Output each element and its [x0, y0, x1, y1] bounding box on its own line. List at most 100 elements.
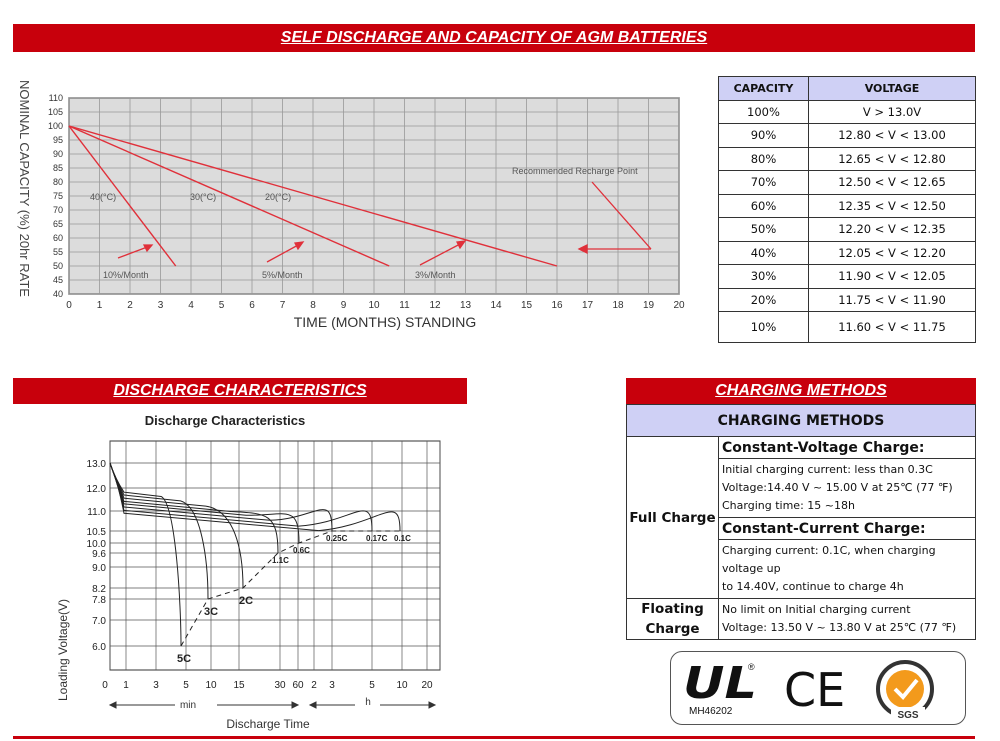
capacity-cell: 50%: [718, 217, 809, 242]
series-line: [68, 125, 390, 267]
x-tick-label: 1: [97, 300, 103, 311]
voltage-header: VOLTAGE: [808, 76, 976, 101]
discharge-y-ticks: 6.0 7.0 7.88.2 9.0 9.610.010.5 11.0 12.0 13.0: [87, 459, 107, 653]
x-tick-label: 11: [399, 300, 410, 311]
capacity-cell: 20%: [718, 287, 809, 312]
x-tick-label: 1: [123, 680, 129, 691]
x-tick-label: 17: [582, 300, 594, 311]
y-tick-label: 80: [53, 177, 63, 187]
voltage-cell: 11.75 < V < 11.90: [808, 287, 976, 312]
voltage-cell: V > 13.0V: [808, 99, 976, 124]
series-line: [68, 125, 558, 267]
y-tick-label: 9.6: [92, 549, 106, 560]
bottom-rule: [13, 736, 975, 739]
y-tick-label: 10.5: [87, 527, 107, 538]
self-discharge-x-ticks: 0 1 2 3 4 5 6 7 8 9 10 11 12 13 14 15 16 17 18 19 20: [66, 300, 685, 311]
y-tick-label: 9.0: [92, 563, 106, 574]
table-row: 10% 11.60 < V < 11.75: [718, 311, 976, 343]
y-tick-label: 10.0: [87, 539, 107, 550]
y-tick-label: 90: [53, 149, 63, 159]
y-tick-label: 11.0: [87, 507, 106, 518]
x-tick-label: 15: [521, 300, 533, 311]
y-tick-label: 7.8: [92, 595, 106, 606]
y-tick-label: 50: [53, 261, 63, 271]
table-row: 40% 12.05 < V < 12.20: [718, 240, 976, 265]
x-tick-label: 4: [188, 300, 194, 311]
y-tick-label: 110: [49, 93, 63, 103]
voltage-cell: 12.80 < V < 13.00: [808, 123, 976, 148]
certification-logos: UL ® MH46202 CE SGS: [683, 658, 934, 721]
self-discharge-y-label: NOMINAL CAPACITY (%) 20hr RATE: [17, 80, 32, 297]
charging-methods-table: CHARGING METHODS Full Charge Constant-Vo…: [626, 404, 976, 640]
table-row: 50% 12.20 < V < 12.35: [718, 217, 976, 242]
y-tick-label: 105: [48, 107, 63, 117]
capacity-header: CAPACITY: [718, 76, 809, 101]
capacity-cell: 60%: [718, 193, 809, 218]
floating-charge-details: No limit on Initial charging current Vol…: [718, 598, 976, 640]
x-tick-label: 2: [311, 680, 317, 691]
floating-line: Voltage: 13.50 V ~ 13.80 V at 25℃ (77 ℉): [722, 621, 957, 634]
y-tick-label: 60: [53, 233, 63, 243]
x-tick-label: 3: [329, 680, 335, 691]
svg-text:SGS: SGS: [897, 710, 918, 721]
floating-line: No limit on Initial charging current: [722, 603, 911, 616]
capacity-cell: 30%: [718, 264, 809, 289]
x-tick-label: 6: [249, 300, 255, 311]
capacity-cell: 10%: [718, 311, 809, 343]
voltage-cell: 11.90 < V < 12.05: [808, 264, 976, 289]
x-tick-label: 5: [183, 680, 189, 691]
minutes-unit-label: min: [180, 700, 196, 711]
y-tick-label: 75: [53, 191, 63, 201]
cc-line: Charging current: 0.1C, when charging vo…: [722, 544, 936, 575]
x-tick-label: 20: [421, 680, 433, 691]
x-tick-label: 7: [280, 300, 286, 311]
x-tick-label: 0: [66, 300, 72, 311]
x-tick-label: 60: [292, 680, 304, 691]
floating-label-line: Charge: [645, 621, 700, 637]
x-tick-label: 9: [341, 300, 347, 311]
x-tick-label: 2: [127, 300, 133, 311]
discharge-curves: [109, 462, 401, 647]
voltage-cell: 12.65 < V < 12.80: [808, 146, 976, 171]
capacity-cell: 100%: [718, 99, 809, 124]
voltage-cell: 12.35 < V < 12.50: [808, 193, 976, 218]
series-line: [68, 125, 177, 267]
charging-table-header: CHARGING METHODS: [626, 404, 976, 437]
self-discharge-x-label: TIME (MONTHS) STANDING: [294, 314, 477, 330]
y-tick-label: 7.0: [92, 616, 106, 627]
charging-banner: CHARGING METHODS: [626, 378, 976, 404]
table-row: Initial charging current: less than 0.3C…: [627, 458, 976, 518]
table-row: 80% 12.65 < V < 12.80: [718, 146, 976, 171]
cv-line: Initial charging current: less than 0.3C: [722, 463, 933, 476]
discharge-curve: [109, 462, 401, 532]
series-label-20c: 20(°C): [265, 192, 291, 202]
ul-registered-mark: ®: [748, 662, 755, 672]
curve-label: 0.25C: [326, 534, 348, 543]
x-tick-label: 18: [612, 300, 624, 311]
x-tick-label: 16: [551, 300, 563, 311]
constant-current-details: Charging current: 0.1C, when charging vo…: [718, 539, 976, 599]
y-tick-label: 45: [53, 275, 63, 285]
self-discharge-banner: SELF DISCHARGE AND CAPACITY OF AGM BATTE…: [13, 24, 975, 52]
table-row: 100% V > 13.0V: [718, 99, 976, 124]
rate-label-10pct: 10%/Month: [103, 270, 149, 280]
certifications-box: UL ® MH46202 CE SGS: [670, 651, 966, 725]
self-discharge-series: [68, 125, 558, 267]
x-tick-label: 13: [460, 300, 472, 311]
discharge-chart-title: Discharge Characteristics: [145, 413, 305, 428]
curve-label: 3C: [204, 606, 218, 618]
capacity-table-header-row: CAPACITY VOLTAGE: [718, 76, 976, 101]
voltage-cell: 12.50 < V < 12.65: [808, 170, 976, 195]
x-tick-label: 3: [153, 680, 159, 691]
cv-line: Charging time: 15 ~18h: [722, 499, 855, 512]
y-tick-label: 85: [53, 163, 63, 173]
capacity-cell: 80%: [718, 146, 809, 171]
annotation-arrows: [117, 181, 652, 266]
self-discharge-grid: [68, 97, 680, 295]
sgs-logo: SGS: [876, 660, 934, 721]
x-tick-label: 5: [369, 680, 375, 691]
discharge-banner: DISCHARGE CHARACTERISTICS: [13, 378, 467, 404]
x-tick-label: 15: [233, 680, 245, 691]
table-row: 60% 12.35 < V < 12.50: [718, 193, 976, 218]
